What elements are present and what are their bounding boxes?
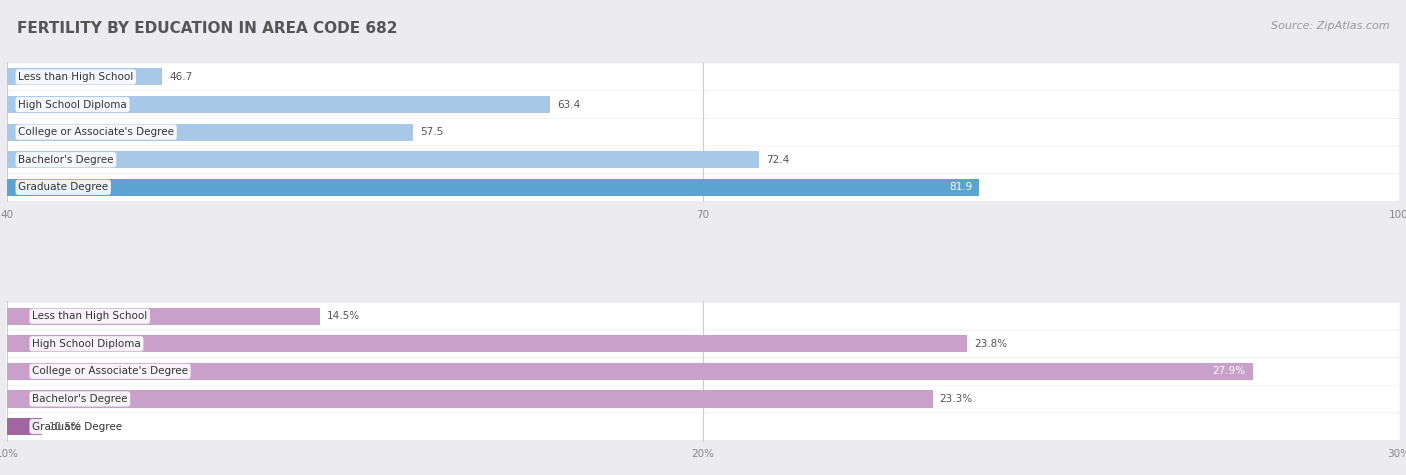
- Text: 27.9%: 27.9%: [1213, 366, 1246, 376]
- Bar: [7, 335, 967, 352]
- Bar: [7, 179, 979, 196]
- Text: Bachelor's Degree: Bachelor's Degree: [32, 394, 128, 404]
- Text: 23.3%: 23.3%: [939, 394, 973, 404]
- FancyBboxPatch shape: [7, 303, 1399, 330]
- FancyBboxPatch shape: [7, 119, 1399, 146]
- Bar: [7, 151, 759, 168]
- Bar: [7, 390, 932, 408]
- Text: High School Diploma: High School Diploma: [32, 339, 141, 349]
- FancyBboxPatch shape: [7, 146, 1399, 173]
- FancyBboxPatch shape: [7, 91, 1399, 118]
- Text: 72.4: 72.4: [766, 155, 789, 165]
- FancyBboxPatch shape: [7, 358, 1399, 385]
- Text: 23.8%: 23.8%: [974, 339, 1008, 349]
- Text: High School Diploma: High School Diploma: [18, 100, 127, 110]
- Text: Graduate Degree: Graduate Degree: [32, 422, 122, 432]
- Text: Less than High School: Less than High School: [18, 72, 134, 82]
- Bar: [7, 124, 413, 141]
- Text: FERTILITY BY EDUCATION IN AREA CODE 682: FERTILITY BY EDUCATION IN AREA CODE 682: [17, 21, 398, 37]
- FancyBboxPatch shape: [7, 174, 1399, 201]
- Text: 63.4: 63.4: [557, 100, 581, 110]
- FancyBboxPatch shape: [7, 330, 1399, 357]
- FancyBboxPatch shape: [7, 63, 1399, 90]
- Bar: [7, 363, 1253, 380]
- Text: Bachelor's Degree: Bachelor's Degree: [18, 155, 114, 165]
- Text: 46.7: 46.7: [170, 72, 193, 82]
- Bar: [7, 96, 550, 113]
- Text: Graduate Degree: Graduate Degree: [18, 182, 108, 192]
- Text: Source: ZipAtlas.com: Source: ZipAtlas.com: [1271, 21, 1389, 31]
- Bar: [7, 418, 42, 435]
- Bar: [7, 68, 163, 86]
- Text: 14.5%: 14.5%: [328, 311, 360, 321]
- FancyBboxPatch shape: [7, 385, 1399, 412]
- Text: 57.5: 57.5: [420, 127, 443, 137]
- Text: Less than High School: Less than High School: [32, 311, 148, 321]
- Text: College or Associate's Degree: College or Associate's Degree: [32, 366, 188, 376]
- Text: 10.5%: 10.5%: [49, 422, 82, 432]
- Text: 81.9: 81.9: [949, 182, 972, 192]
- FancyBboxPatch shape: [7, 413, 1399, 440]
- Text: College or Associate's Degree: College or Associate's Degree: [18, 127, 174, 137]
- Bar: [7, 308, 321, 325]
